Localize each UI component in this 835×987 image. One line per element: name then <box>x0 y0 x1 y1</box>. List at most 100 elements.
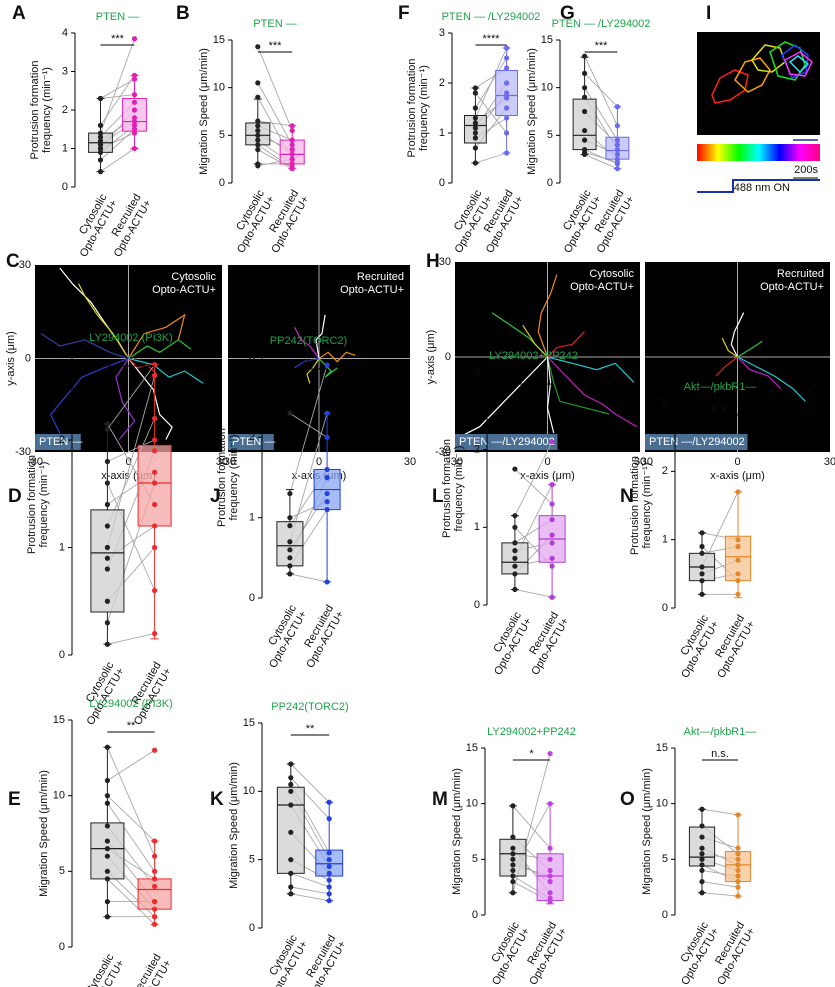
data-point <box>287 515 293 521</box>
x-axis-label: x-axis (μm) <box>710 470 765 482</box>
track <box>40 333 129 360</box>
y-axis-label: Protrusion formation <box>26 455 38 554</box>
panel-letter: L <box>432 486 444 507</box>
data-point <box>131 130 138 136</box>
data-point <box>152 415 158 422</box>
data-point <box>287 490 293 497</box>
data-point <box>512 571 518 577</box>
track <box>737 356 806 402</box>
track <box>315 314 326 359</box>
pair-line <box>289 412 328 438</box>
y-tick-label: 15 <box>656 742 668 754</box>
track <box>306 358 320 384</box>
x-tick-label: 0 <box>734 456 740 468</box>
data-point <box>735 812 741 818</box>
significance-label: *** <box>111 33 125 45</box>
y-tick-label: 10 <box>466 798 478 810</box>
pair-line <box>257 46 293 131</box>
data-point <box>547 879 553 885</box>
pair-line <box>106 418 156 527</box>
stimulus-label: 488 nm ON <box>734 182 790 194</box>
pair-line <box>289 364 328 494</box>
y-tick-label: 2 <box>474 444 480 456</box>
data-point <box>504 115 510 121</box>
data-point <box>582 85 588 91</box>
pair-line <box>584 56 618 126</box>
data-point <box>735 489 741 495</box>
data-point <box>547 873 553 879</box>
data-point <box>289 127 295 134</box>
data-point <box>152 914 158 920</box>
data-point <box>255 142 261 148</box>
y-tick-label: 15 <box>243 717 255 729</box>
pair-line <box>100 75 135 126</box>
data-point <box>288 884 294 890</box>
data-point <box>326 891 332 897</box>
y-axis-label: Protrusion formation <box>29 60 41 159</box>
cell-outline <box>788 55 810 74</box>
data-point <box>510 851 516 857</box>
cell-outline <box>711 69 749 104</box>
tag-box <box>455 434 558 450</box>
data-point <box>735 537 741 543</box>
data-point <box>735 543 741 550</box>
y-tick-label: 1 <box>662 534 668 546</box>
data-point <box>512 513 518 519</box>
data-point <box>699 806 705 812</box>
y-axis-label: Migration Speed (μm/min) <box>38 770 50 897</box>
x-tick-label: -30 <box>27 456 43 468</box>
tag: PTEN —/LY294002 <box>459 436 555 448</box>
y-tick-label: 0 <box>219 177 225 189</box>
data-point <box>582 70 588 76</box>
data-point <box>97 122 104 128</box>
data-point <box>547 890 553 896</box>
data-point <box>289 123 295 129</box>
pair-line <box>584 153 618 170</box>
pair-line <box>584 87 618 141</box>
data-point <box>287 410 293 416</box>
data-point <box>547 750 553 757</box>
pair-line <box>701 892 739 897</box>
data-point <box>152 448 158 454</box>
data-point <box>131 115 138 121</box>
data-point <box>549 439 555 445</box>
data-point <box>614 137 621 143</box>
data-point <box>131 107 138 113</box>
y-tick-label: 30 <box>439 256 451 268</box>
data-point <box>324 434 330 440</box>
data-point <box>699 564 705 570</box>
pair-line <box>290 763 330 803</box>
data-point <box>97 130 104 136</box>
data-point <box>504 55 510 61</box>
data-point <box>152 372 158 379</box>
y-axis-label: y-axis (μm) <box>425 330 437 385</box>
data-point <box>287 547 293 553</box>
data-point <box>549 501 555 507</box>
data-point <box>97 142 104 148</box>
y-tick-label: 1 <box>439 127 445 139</box>
data-point <box>288 870 294 876</box>
data-point <box>504 95 510 101</box>
data-point <box>288 891 294 897</box>
y-axis-label: Migration Speed (μm/min) <box>198 48 210 175</box>
data-point <box>104 523 110 529</box>
data-point <box>699 867 705 874</box>
data-point <box>699 879 705 885</box>
x-tick-label: 30 <box>404 456 416 468</box>
y-tick-label: 3 <box>439 27 445 39</box>
data-point <box>152 838 158 844</box>
data-point <box>288 829 294 835</box>
data-point <box>504 150 510 156</box>
data-point <box>255 80 261 86</box>
y-tick-label: 30 <box>19 259 31 271</box>
data-point <box>152 921 158 927</box>
pair-line <box>290 893 330 902</box>
y-tick-label: 0 <box>662 602 668 614</box>
y-tick-label: 4 <box>62 27 68 39</box>
y-tick-label: 3 <box>474 366 480 378</box>
track <box>715 356 738 377</box>
chart-title: LY294002 (PI3K) <box>89 332 173 344</box>
data-point <box>287 571 293 577</box>
track <box>294 327 320 359</box>
data-point <box>512 555 518 562</box>
